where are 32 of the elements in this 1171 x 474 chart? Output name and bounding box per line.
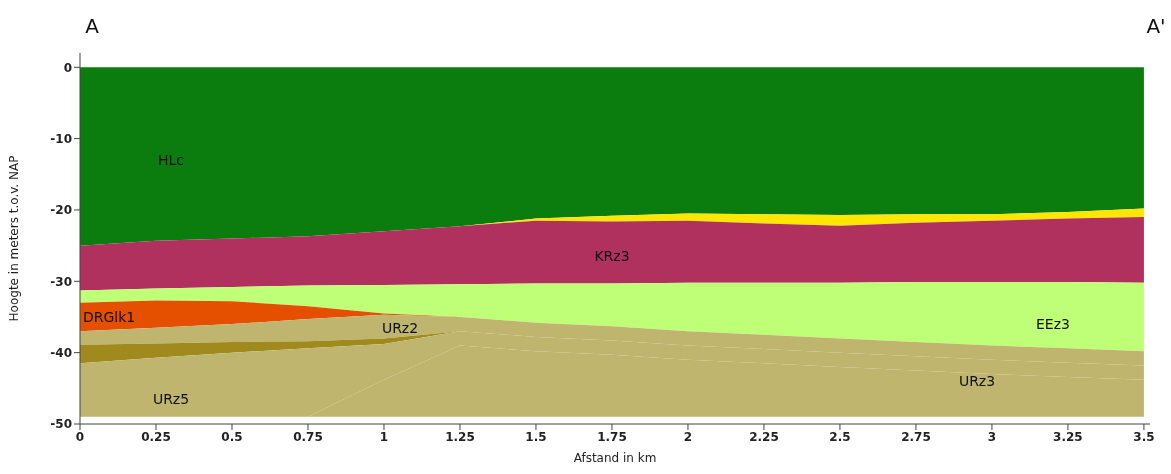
x-tick-label: 1.5 [525,429,547,444]
annotation: URz5 [152,391,190,407]
x-tick-label: 2.5 [829,429,851,444]
x-tick-label: 3.25 [1053,429,1083,444]
annotation: KRz3 [594,248,630,264]
annotation: DRGlk1 [83,309,136,325]
annotation: URz3 [958,373,996,389]
x-tick-label: 2.25 [749,429,779,444]
x-tick-label: 0.5 [221,429,243,444]
x-tick-label: 0.25 [141,429,171,444]
y-tick-label: -10 [50,131,72,146]
x-tick-label: 1 [379,429,389,444]
y-tick-label: -50 [50,417,72,432]
y-tick-label: -30 [50,274,72,289]
x-tick-label: 1.25 [445,429,475,444]
annotation: EEz3 [1036,316,1070,332]
x-axis-title: Afstand in km [573,451,657,465]
x-tick-label: 0 [75,429,85,444]
x-tick-label: 3.5 [1133,429,1155,444]
text: A [85,14,99,38]
text: A' [1146,14,1166,38]
y-tick-label: 0 [63,60,72,75]
x-tick-label: 2.75 [901,429,931,444]
annotation: URz2 [381,320,419,336]
x-tick-label: 1.75 [597,429,627,444]
annotation: HLc [157,152,185,168]
y-tick-label: -20 [50,203,72,218]
x-tick-label: 0.75 [293,429,323,444]
x-tick-label: 2 [683,429,693,444]
y-axis-title: Hoogte in meters t.o.v. NAP [7,155,22,322]
x-tick-label: 3 [987,429,997,444]
y-tick-label: -40 [50,345,72,360]
